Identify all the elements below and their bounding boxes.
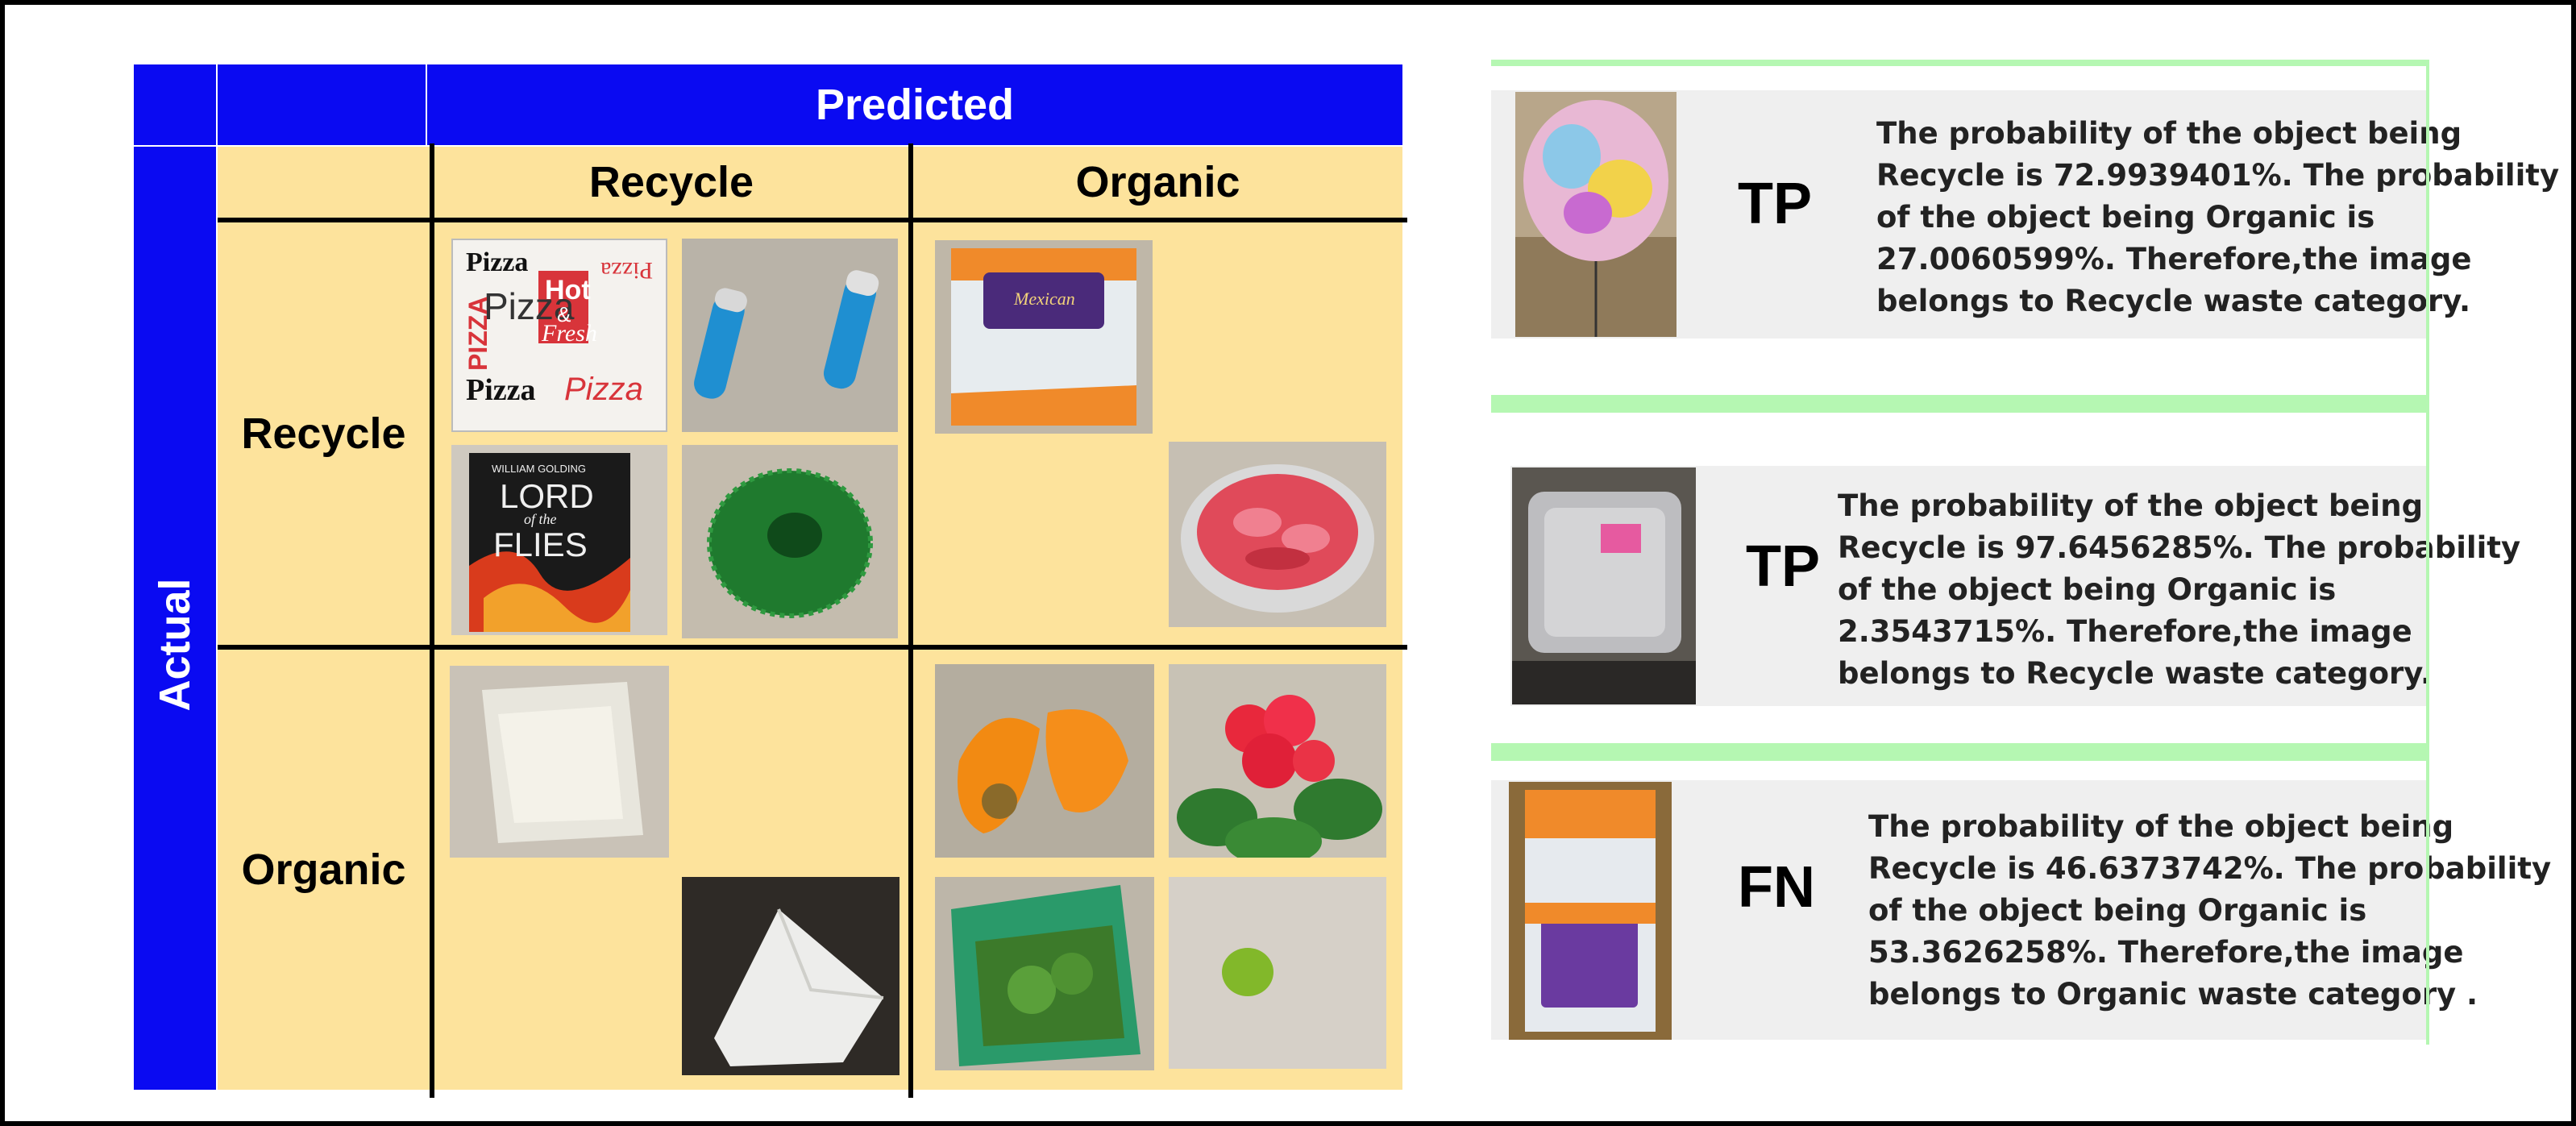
result-description: The probability of the object being Recy… xyxy=(1876,116,2560,318)
pizza-word: Pizza xyxy=(600,257,653,284)
balloon-image xyxy=(1515,92,1676,337)
food-bag-label: Mexican xyxy=(1013,289,1075,309)
spinach-bag-image xyxy=(935,877,1154,1070)
pizza-word: Pizza xyxy=(466,373,536,407)
result-description: The probability of the object being Recy… xyxy=(1868,809,2552,1012)
pizza-box-image: Pizza Pizza Pizza Hot & Fresh PIZZA Pizz… xyxy=(451,239,667,432)
tissue-paper-image xyxy=(682,877,900,1075)
pizza-word: Pizza xyxy=(466,247,528,277)
book-title: of the xyxy=(524,511,557,527)
separator-bar xyxy=(1491,60,2429,66)
pizza-word: Pizza xyxy=(484,285,575,327)
pizza-word: Hot xyxy=(545,275,591,305)
pizza-word: Pizza xyxy=(564,372,643,407)
food-bag-image: Mexican xyxy=(935,240,1153,434)
row-label-recycle: Recycle xyxy=(241,409,406,458)
green-mesh-image xyxy=(682,445,898,638)
lime-image xyxy=(1169,877,1386,1069)
grid-line xyxy=(908,143,913,1098)
result-verdict: TP xyxy=(1738,172,1813,236)
col-label-recycle: Recycle xyxy=(588,158,754,206)
grid-line xyxy=(218,645,1407,650)
corner-cell xyxy=(134,64,216,145)
result-verdict: TP xyxy=(1746,534,1821,599)
pizza-word: Fresh xyxy=(541,320,597,347)
result-verdict: FN xyxy=(1738,855,1815,920)
result-description: The probability of the object being Recy… xyxy=(1838,488,2520,691)
food-bag-result-image xyxy=(1509,782,1672,1040)
actual-header xyxy=(134,147,216,1090)
flowers-image xyxy=(1169,664,1386,858)
predicted-header xyxy=(427,64,1402,145)
book-title: LORD xyxy=(500,477,594,515)
book-image: WILLIAM GOLDING LORD of the FLIES xyxy=(451,445,667,635)
book-author: WILLIAM GOLDING xyxy=(492,463,586,475)
batteries-image xyxy=(682,239,898,432)
plastic-container-red-image xyxy=(1169,442,1386,627)
separator-bar xyxy=(2426,60,2429,1045)
grid-line xyxy=(218,218,1407,222)
plastic-container-image xyxy=(1512,467,1696,704)
book-title: FLIES xyxy=(493,526,588,563)
pizza-word: PIZZA xyxy=(463,297,492,371)
grid-line xyxy=(430,143,434,1098)
predicted-header-label: Predicted xyxy=(815,81,1015,129)
row-label-organic: Organic xyxy=(241,846,406,894)
separator-bar xyxy=(1491,395,2429,413)
plastic-bag-image xyxy=(450,666,669,858)
col-label-organic: Organic xyxy=(1075,158,1240,206)
pizza-word: & xyxy=(557,302,571,326)
separator-bar xyxy=(1491,743,2429,761)
orange-peels-image xyxy=(935,664,1154,858)
corner-cell-2 xyxy=(218,64,426,145)
